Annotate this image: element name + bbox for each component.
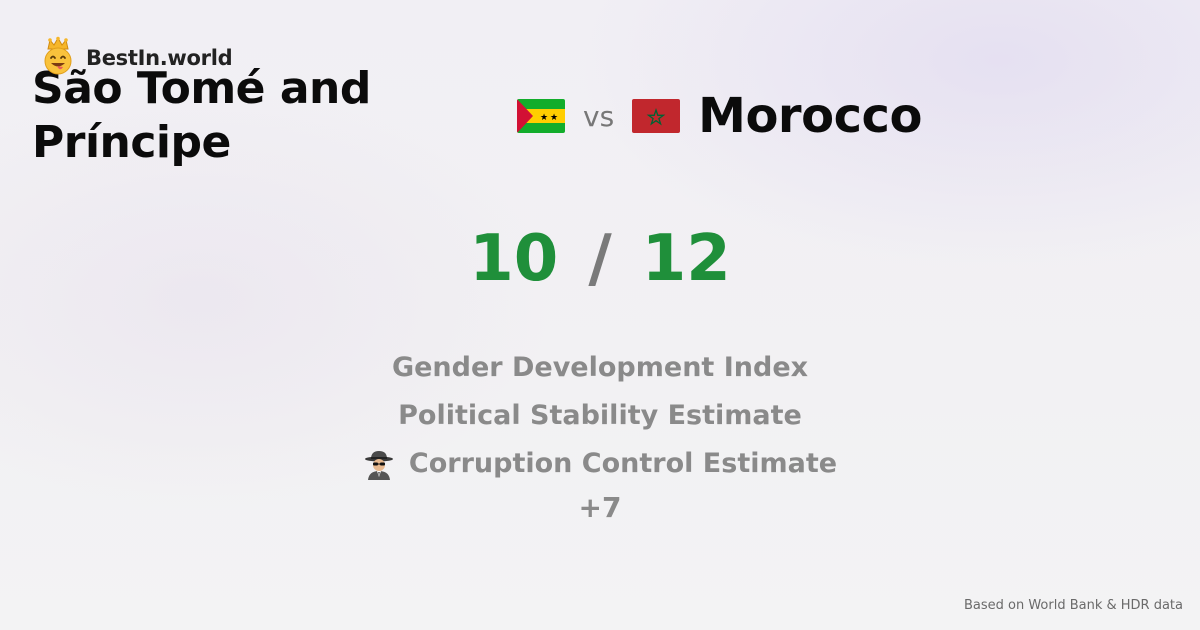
vs-label: vs [583,99,615,133]
sao-tome-and-principe-flag-icon: ★ ★ [517,99,565,133]
svg-text:★: ★ [540,113,548,123]
metric-label: Corruption Control Estimate [408,448,838,479]
left-country-name: São Tomé and Príncipe [32,63,371,168]
spy-icon [364,451,393,480]
morocco-flag-icon [632,99,681,133]
right-score: 12 [641,222,731,296]
score-separator: / [588,222,612,296]
metrics-list: Gender Development Index Political Stabi… [0,344,1200,528]
crowned-smiley-icon [44,36,72,75]
versus-header: ★ ★ vs Morocco [517,88,922,144]
right-country-name: Morocco [698,88,922,144]
metric-item: Political Stability Estimate [398,392,802,440]
more-metrics-count: +7 [578,491,622,524]
metric-label: Gender Development Index [391,352,809,383]
brand-logo[interactable]: BestIn.world [38,36,233,76]
left-score: 10 [469,222,559,296]
score-display: 10 / 12 [0,222,1200,296]
data-source-note: Based on World Bank & HDR data [963,598,1183,613]
metric-item: Gender Development Index [392,344,808,392]
metric-item: Corruption Control Estimate [363,440,837,488]
metric-label: Political Stability Estimate [398,400,802,431]
svg-text:★: ★ [550,113,558,123]
brand-name: BestIn.world [86,46,233,70]
